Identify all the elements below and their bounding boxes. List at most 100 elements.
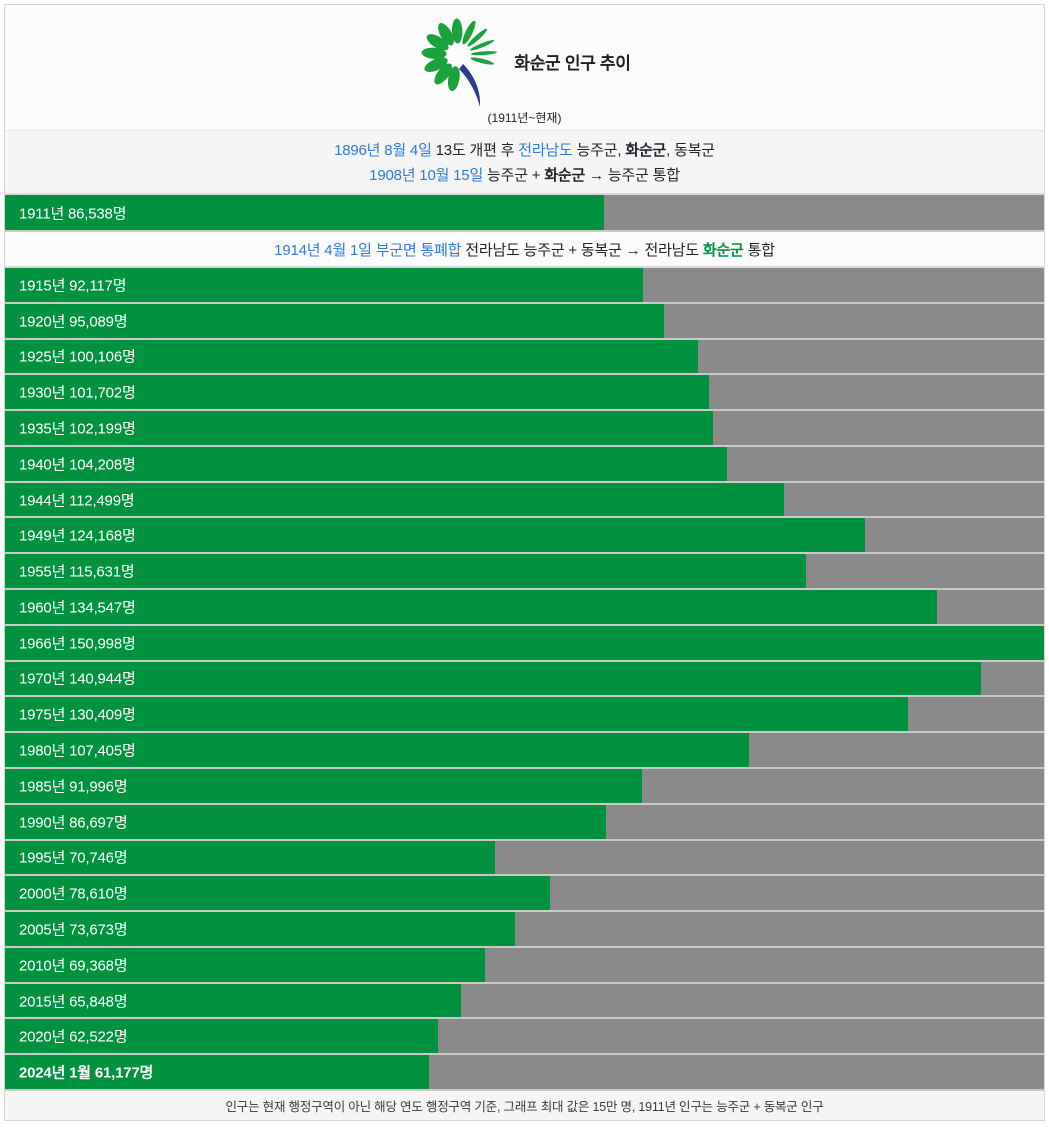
bar-fill [5, 804, 606, 839]
bar-row: 1940년 104,208명 [5, 446, 1044, 483]
bar-label: 1966년 150,998명 [19, 635, 136, 653]
county-name-hwasun: 화순군 [625, 142, 667, 159]
bar-fill [5, 268, 644, 302]
bar-row: 1966년 150,998명 [5, 625, 1044, 662]
header-title-row: 화순군 인구 추이 [418, 13, 631, 109]
bar-label: 2005년 73,673명 [19, 921, 128, 939]
history-note-line-1908: 1908년 10월 15일 능주군 + 화순군 → 능주군 통합 [5, 164, 1044, 185]
bar-fill [5, 554, 806, 589]
page-subtitle: (1911년~현재) [487, 111, 562, 125]
bar-row: 2005년 73,673명 [5, 912, 1044, 948]
bar-label: 1925년 100,106명 [19, 348, 136, 366]
bar-fill [5, 375, 710, 410]
note-text: → 능주군 통합 [585, 167, 680, 184]
bar-label: 1915년 92,117명 [19, 277, 127, 295]
note-text: 능주군 + [483, 167, 545, 184]
bar-fill [5, 590, 937, 624]
bar-row: 1995년 70,746명 [5, 840, 1044, 877]
bar-label: 1935년 102,199명 [19, 420, 136, 438]
population-chart-page: 화순군 인구 추이 (1911년~현재) 1896년 8월 4일 13도 개편 … [4, 4, 1045, 1121]
bar-fill [5, 947, 486, 982]
bar-row: 1975년 130,409명 [5, 697, 1044, 734]
history-note-1914: 1914년 4월 1일 부군면 통폐합 전라남도 능주군 + 동복군 → 전라남… [5, 232, 1044, 268]
bar-fill [5, 303, 664, 338]
bar-row: 1985년 91,996명 [5, 768, 1044, 805]
bar-row: 1970년 140,944명 [5, 661, 1044, 698]
bar-row: 2024년 1월 61,177명 [5, 1055, 1044, 1091]
note-text: 전라남도 능주군 + 동복군 → 전라남도 [461, 241, 703, 259]
note-text: , 동복군 [666, 142, 715, 159]
date-link-1908[interactable]: 1908년 10월 15일 [369, 167, 484, 184]
bar-fill [5, 661, 982, 696]
bar-label: 2010년 69,368명 [19, 957, 128, 975]
county-name-hwasun-green: 화순군 [702, 241, 744, 259]
history-note-line-1914: 1914년 4월 1일 부군면 통폐합 전라남도 능주군 + 동복군 → 전라남… [274, 239, 775, 260]
bar-label: 1955년 115,631명 [19, 563, 135, 581]
bar-row: 1955년 115,631명 [5, 554, 1044, 591]
bar-label: 2000년 78,610명 [19, 885, 128, 903]
bar-label: 1980년 107,405명 [19, 742, 136, 760]
date-link-1914[interactable]: 1914년 4월 1일 부군면 통폐합 [274, 241, 462, 259]
bar-fill [5, 195, 605, 230]
bar-row: 1915년 92,117명 [5, 268, 1044, 304]
bar-row: 1949년 124,168명 [5, 518, 1044, 555]
bar-label: 1920년 95,089명 [19, 313, 128, 331]
bar-fill [5, 482, 785, 517]
bar-label: 1990년 86,697명 [19, 814, 128, 832]
bar-fill [5, 983, 462, 1018]
bar-fill [5, 1055, 429, 1089]
bar-row: 1980년 107,405명 [5, 733, 1044, 769]
bar-label: 1930년 101,702명 [19, 384, 136, 402]
bar-row: 1911년 86,538명 [5, 195, 1044, 232]
note-text: 능주군, [572, 142, 626, 159]
bar-fill [5, 733, 749, 767]
footer-note-text: 인구는 현재 행정구역이 아닌 해당 연도 행정구역 기준, 그래프 최대 값은… [225, 1100, 824, 1114]
population-bars: 1915년 92,117명 1920년 95,089명 1925년 100,106명… [5, 268, 1044, 1091]
bar-label: 2020년 62,522명 [19, 1028, 128, 1046]
bar-fill [5, 1019, 439, 1054]
bar-fill [5, 518, 866, 553]
bar-row: 1925년 100,106명 [5, 339, 1044, 376]
bar-row-1911-slot: 1911년 86,538명 [5, 195, 1044, 232]
bar-label: 1975년 130,409명 [19, 706, 136, 724]
hwasun-county-logo-icon [421, 18, 498, 107]
bar-row: 2015년 65,848명 [5, 983, 1044, 1020]
bar-fill [5, 697, 909, 732]
bar-fill [5, 876, 550, 911]
bar-row: 1960년 134,547명 [5, 590, 1044, 626]
bar-fill [5, 625, 1044, 660]
bar-label: 1960년 134,547명 [19, 599, 136, 617]
bar-row: 1990년 86,697명 [5, 804, 1044, 841]
page-title: 화순군 인구 추이 [514, 53, 631, 73]
bar-row: 1944년 112,499명 [5, 482, 1044, 519]
bar-fill [5, 339, 699, 374]
bar-fill [5, 768, 643, 803]
region-link-jeollanamdo[interactable]: 전라남도 [518, 142, 573, 159]
header: 화순군 인구 추이 (1911년~현재) [5, 5, 1044, 131]
note-text: 통합 [743, 241, 775, 259]
history-note-1896-1908: 1896년 8월 4일 13도 개편 후 전라남도 능주군, 화순군, 동복군 … [5, 131, 1044, 195]
bar-label: 1911년 86,538명 [19, 205, 127, 222]
bar-fill [5, 912, 516, 946]
bar-label: 2015년 65,848명 [19, 993, 128, 1011]
bar-row: 2020년 62,522명 [5, 1019, 1044, 1056]
bar-label: 1949년 124,168명 [19, 527, 136, 545]
bar-label: 1970년 140,944명 [19, 670, 136, 688]
footer-note: 인구는 현재 행정구역이 아닌 해당 연도 행정구역 기준, 그래프 최대 값은… [5, 1091, 1044, 1120]
bar-row: 1920년 95,089명 [5, 303, 1044, 340]
bar-fill [5, 411, 713, 445]
date-link-1896[interactable]: 1896년 8월 4일 [334, 142, 432, 159]
bar-row: 1935년 102,199명 [5, 411, 1044, 447]
bar-fill [5, 446, 727, 481]
bar-row: 2010년 69,368명 [5, 947, 1044, 984]
history-note-line-1896: 1896년 8월 4일 13도 개편 후 전라남도 능주군, 화순군, 동복군 [5, 139, 1044, 160]
logo-swoosh [459, 64, 481, 107]
bar-label: 1985년 91,996명 [19, 778, 128, 796]
note-text: 13도 개편 후 [431, 142, 519, 159]
bar-fill [5, 840, 496, 875]
bar-label: 1944년 112,499명 [19, 492, 135, 510]
bar-label: 1940년 104,208명 [19, 456, 136, 474]
bar-row: 1930년 101,702명 [5, 375, 1044, 412]
bar-label: 2024년 1월 61,177명 [19, 1064, 154, 1082]
bar-label: 1995년 70,746명 [19, 849, 128, 867]
